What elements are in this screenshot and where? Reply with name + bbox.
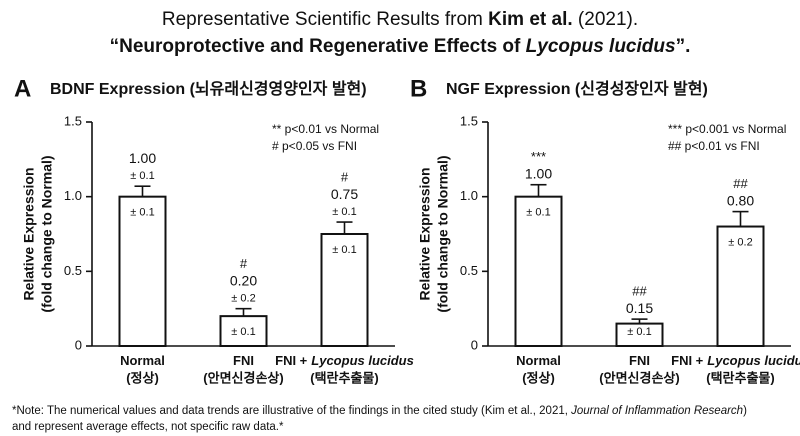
footnote-line-part: ) xyxy=(743,405,747,417)
x-tick-label: Normal xyxy=(120,353,165,368)
inner-label: ± 0.2 xyxy=(728,236,752,248)
category-name: FNI xyxy=(233,353,254,368)
legend-note: # p<0.05 vs FNI xyxy=(272,139,357,153)
category-italic: Lycopus lucidus xyxy=(707,353,800,368)
category-note: (택란추출물) xyxy=(310,370,378,385)
y-axis-label: Relative Expression xyxy=(21,167,37,300)
bar xyxy=(320,233,369,347)
panel-letter: B xyxy=(410,75,427,102)
y-tick-label: 0 xyxy=(75,337,82,352)
error-label: ± 0.1 xyxy=(332,206,356,218)
title-line: Representative Scientific Results from K… xyxy=(162,9,638,30)
y-tick-label: 0 xyxy=(471,337,478,352)
footnote-line: *Note: The numerical values and data tre… xyxy=(12,405,747,417)
error-label: ± 0.1 xyxy=(130,170,154,182)
y-tick-label: 1.5 xyxy=(460,113,478,128)
significance-label: ## xyxy=(632,284,647,299)
significance-label: # xyxy=(240,256,248,271)
category-note: (정상) xyxy=(126,370,159,385)
y-axis-label: (fold change to Normal) xyxy=(435,155,451,312)
bar xyxy=(615,322,664,348)
category-name: FNI xyxy=(629,353,650,368)
y-tick-label: 1.0 xyxy=(460,188,478,203)
y-tick-label: 1.0 xyxy=(64,188,82,203)
bar xyxy=(118,195,167,347)
significance-label: *** xyxy=(531,149,546,164)
significance-label: # xyxy=(341,169,349,184)
x-tick-label: FNI + Lycopus lucidus xyxy=(671,353,800,368)
value-label: 0.20 xyxy=(230,272,257,288)
bar xyxy=(219,315,268,347)
category-note: (택란추출물) xyxy=(706,370,774,385)
inner-label: ± 0.1 xyxy=(130,207,154,219)
title-line-part: Kim et al. xyxy=(488,9,572,30)
value-label: 0.75 xyxy=(331,186,358,202)
bar xyxy=(514,195,563,347)
category-name: FNI + xyxy=(275,353,308,368)
category-italic: Lycopus lucidus xyxy=(311,353,414,368)
y-tick-label: 1.5 xyxy=(64,113,82,128)
y-tick-label: 0.5 xyxy=(460,263,478,278)
title-line-part: ”. xyxy=(676,36,691,57)
x-tick-label: FNI + Lycopus lucidus xyxy=(275,353,414,368)
y-axis-label: Relative Expression xyxy=(417,167,433,300)
bar xyxy=(716,225,765,348)
inner-label: ± 0.1 xyxy=(627,326,651,338)
value-label: 1.00 xyxy=(129,150,156,166)
value-label: 1.00 xyxy=(525,165,552,181)
category-name: Normal xyxy=(120,353,165,368)
category-name: FNI + xyxy=(671,353,704,368)
legend-note: ## p<0.01 vs FNI xyxy=(668,139,760,153)
inner-label: ± 0.1 xyxy=(231,326,255,338)
y-tick-label: 0.5 xyxy=(64,263,82,278)
value-label: 0.80 xyxy=(727,192,754,208)
panel-title: BDNF Expression (뇌유래신경영양인자 발현) xyxy=(50,79,367,98)
category-note: (정상) xyxy=(522,370,555,385)
inner-label: ± 0.1 xyxy=(526,207,550,219)
title-line-part: Representative Scientific Results from xyxy=(162,9,488,30)
panel-letter: A xyxy=(14,75,31,102)
panel-title: NGF Expression (신경성장인자 발현) xyxy=(446,79,708,98)
x-tick-label: Normal xyxy=(516,353,561,368)
footnote-line: and represent average effects, not speci… xyxy=(12,421,284,433)
x-tick-label: FNI xyxy=(629,353,650,368)
value-label: 0.15 xyxy=(626,300,653,316)
category-note: (안면신경손상) xyxy=(203,370,283,385)
title-line: “Neuroprotective and Regenerative Effect… xyxy=(110,36,691,57)
footnote-line-part: Journal of Inflammation Research xyxy=(570,405,743,417)
y-axis-label: (fold change to Normal) xyxy=(39,155,55,312)
x-tick-label: FNI xyxy=(233,353,254,368)
legend-note: ** p<0.01 vs Normal xyxy=(272,122,379,136)
category-note: (안면신경손상) xyxy=(599,370,679,385)
category-name: Normal xyxy=(516,353,561,368)
significance-label: ## xyxy=(733,176,748,191)
inner-label: ± 0.1 xyxy=(332,244,356,256)
footnote-line-part: and represent average effects, not speci… xyxy=(12,421,284,433)
legend-note: *** p<0.001 vs Normal xyxy=(668,122,786,136)
footnote-line-part: *Note: The numerical values and data tre… xyxy=(12,405,571,417)
error-label: ± 0.2 xyxy=(231,293,255,305)
title-line-part: Lycopus lucidus xyxy=(526,36,676,57)
title-line-part: “Neuroprotective and Regenerative Effect… xyxy=(110,36,526,57)
title-line-part: (2021). xyxy=(573,9,638,30)
